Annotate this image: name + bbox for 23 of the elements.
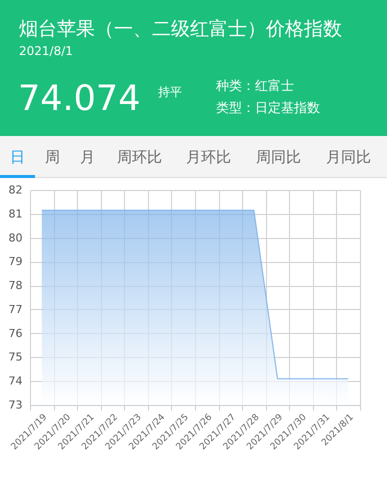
y-tick-label: 76 [8, 326, 22, 340]
chart-subtitle: 2021/8/1 [19, 44, 73, 58]
y-tick-label: 80 [8, 231, 22, 244]
y-tick-label: 81 [8, 207, 22, 220]
text: 种类：红富士 [216, 78, 294, 95]
text: 周 [45, 148, 60, 167]
chart-title: 烟台苹果（一、二级红富士）价格指数 [19, 17, 342, 42]
text: 月 [80, 148, 95, 167]
text: 月环比 [186, 148, 231, 167]
text: 日 [10, 148, 25, 167]
y-tick-label: 82 [8, 184, 22, 196]
y-tick-label: 77 [8, 302, 22, 316]
text: 持平 [158, 84, 182, 101]
y-tick-label: 74 [8, 374, 22, 388]
y-tick-label: 79 [8, 255, 22, 268]
y-tick-label: 75 [8, 350, 22, 364]
text: 周环比 [117, 148, 162, 167]
text: 74.074 [18, 78, 140, 120]
text: 类型：日定基指数 [216, 100, 320, 117]
y-tick-label: 73 [8, 398, 22, 412]
text: 月同比 [326, 148, 371, 167]
y-tick-label: 78 [8, 279, 22, 292]
text: 周同比 [256, 148, 301, 167]
